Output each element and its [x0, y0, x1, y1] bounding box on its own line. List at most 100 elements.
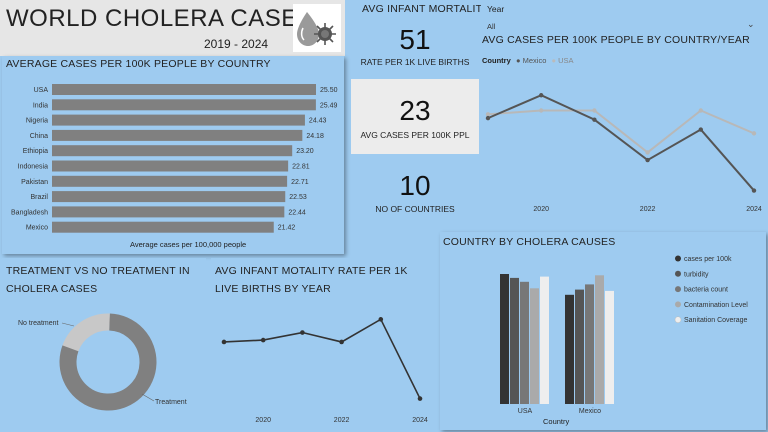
panel-title: AVG CASES PER 100K PEOPLE BY COUNTRY/YEA… — [482, 34, 750, 46]
legend-item-sanitation-coverage: Sanitation Coverage — [684, 317, 748, 324]
legend-item-turbidity: turbidity — [684, 271, 709, 278]
legend: ● Mexico ● USA — [516, 56, 574, 65]
bar-category-label: Brazil — [30, 194, 48, 201]
legend-item-mexico[interactable]: Mexico — [522, 56, 547, 65]
legend-swatch — [674, 316, 682, 323]
kpi-label: RATE PER 1K LIVE BIRTHS — [360, 57, 470, 67]
bar-china — [52, 129, 303, 141]
series-point-mexico — [698, 127, 703, 132]
bar-mexico-turbidity — [575, 289, 584, 404]
bar-mexico-contamination-level — [595, 275, 604, 404]
infant-series-point — [260, 337, 266, 343]
panel-title-line2: LIVE BIRTHS BY YEAR — [215, 283, 331, 295]
bar-value-label: 23.20 — [296, 148, 314, 155]
title-banner: WORLD CHOLERA CASES 2019 - 2024 — [0, 0, 345, 56]
bar-value-label: 24.43 — [309, 118, 327, 125]
kpi-avg-cases: 23 AVG CASES PER 100K PPL — [351, 79, 479, 154]
x-tick-label: 2022 — [640, 206, 656, 213]
bar-category-label: Pakistan — [21, 179, 48, 186]
bar-value-label: 24.18 — [306, 133, 324, 140]
bar-usa — [52, 84, 316, 95]
bar-mexico-sanitation-coverage — [605, 290, 614, 404]
bar-value-label: 22.71 — [291, 179, 309, 186]
causes-bar-chart: USA Mexico cases per 100k turbidity bacteria… — [500, 255, 748, 415]
series-point-mexico — [645, 157, 650, 163]
donut-label-treatment: Treatment — [155, 399, 187, 406]
legend-item-usa[interactable]: USA — [558, 56, 574, 65]
cholera-virus-drop-icon — [293, 4, 341, 52]
bar-mexico-cases-per-100k — [565, 294, 574, 404]
x-tick-label: USA — [518, 408, 533, 415]
x-tick-label: 2024 — [746, 206, 762, 213]
legend-dot-mexico: ● — [516, 56, 521, 65]
infant-series-point — [417, 396, 423, 401]
series-line-usa — [487, 109, 755, 154]
panel-title-line1: AVG INFANT MOTALITY RATE PER 1K — [215, 265, 408, 277]
year-slicer[interactable]: Year All ⌄ — [481, 0, 763, 34]
donut-leader-treatment — [141, 393, 155, 402]
treatment-donut-chart: Treatment No treatment — [18, 313, 187, 411]
bar-mexico-bacteria-count — [585, 284, 594, 404]
bar-value-label: 21.42 — [278, 225, 296, 232]
bar-nigeria — [52, 114, 305, 126]
slicer-label: Year — [487, 4, 505, 14]
legend-item-contamination-level: Contamination Level — [684, 302, 748, 309]
kpi-country-count: 10 NO OF COUNTRIES — [350, 170, 480, 214]
legend-swatch — [675, 286, 681, 293]
treatment-panel: TREATMENT VS NO TREATMENT IN CHOLERA CAS… — [2, 258, 206, 430]
series-point-mexico — [751, 188, 757, 193]
chevron-down-icon[interactable]: ⌄ — [747, 19, 755, 29]
series-point-mexico — [485, 115, 491, 121]
legend-swatch — [675, 255, 681, 262]
kpi-label: AVG CASES PER 100K PPL — [360, 130, 470, 140]
x-axis-title: Country — [543, 417, 570, 426]
legend-dot-usa: ● — [551, 56, 557, 65]
bar-value-label: 25.50 — [320, 87, 338, 94]
bar-category-label: Ethiopia — [23, 148, 48, 155]
donut-slice-no-treatment — [59, 313, 157, 411]
bar-usa-cases-per-100k — [500, 274, 509, 404]
series-point-mexico — [592, 117, 597, 122]
series-point-usa — [645, 150, 650, 155]
bar-category-label: Bangladesh — [11, 209, 48, 216]
causes-panel: COUNTRY BY CHOLERA CAUSES USA Mexico cases… — [440, 232, 766, 430]
infant-mortality-line-chart: 2020 2022 2024 — [221, 317, 428, 424]
kpi-infant-mortality: 51 RATE PER 1K LIVE BIRTHS — [350, 24, 480, 67]
bar-category-label: Indonesia — [18, 164, 48, 171]
series-point-usa — [539, 108, 544, 113]
country-year-line-chart: 2020 2022 2024 — [485, 93, 762, 213]
x-tick-label: 2020 — [255, 417, 271, 424]
infant-series-line — [223, 318, 421, 399]
bar-value-label: 22.44 — [288, 209, 306, 216]
bar-category-label: USA — [34, 87, 49, 94]
x-axis-title: Average cases per 100,000 people — [130, 240, 247, 249]
panel-title-line2: CHOLERA CASES — [6, 283, 98, 295]
kpi-value: 10 — [399, 170, 431, 201]
bar-value-label: 25.49 — [320, 102, 338, 109]
bar-chart-panel: AVERAGE CASES PER 100K PEOPLE BY COUNTRY… — [2, 56, 344, 254]
panel-title-line1: TREATMENT VS NO TREATMENT IN — [6, 265, 190, 277]
infant-series-point — [339, 339, 344, 345]
bar-category-label: China — [30, 133, 48, 140]
panel-title: TREATMENT VS NO TREATMENT IN CHOLERA CAS… — [6, 262, 190, 298]
x-tick-label: 2020 — [533, 206, 549, 213]
x-tick-label: 2024 — [412, 417, 428, 424]
bar-brazil — [52, 191, 286, 203]
bar-usa-contamination-level — [530, 288, 539, 404]
page-subtitle-years: 2019 - 2024 — [204, 37, 269, 51]
infant-series-point — [221, 339, 227, 345]
bar-category-label: India — [33, 102, 48, 109]
legend-swatch — [675, 301, 681, 308]
bar-pakistan — [52, 175, 288, 187]
kpi-section-title: AVG INFANT MORTALITY — [362, 3, 490, 15]
slicer-value[interactable]: All — [487, 22, 496, 31]
series-point-usa — [698, 108, 703, 113]
page-title: WORLD CHOLERA CASES — [6, 5, 315, 32]
series-point-usa — [485, 112, 491, 117]
infant-series-point — [300, 330, 305, 335]
bar-category-label: Mexico — [26, 225, 48, 232]
series-point-usa — [751, 131, 757, 136]
donut-label-no-treatment: No treatment — [18, 320, 59, 327]
infant-series-point — [378, 317, 384, 322]
kpi-label: NO OF COUNTRIES — [375, 204, 455, 214]
